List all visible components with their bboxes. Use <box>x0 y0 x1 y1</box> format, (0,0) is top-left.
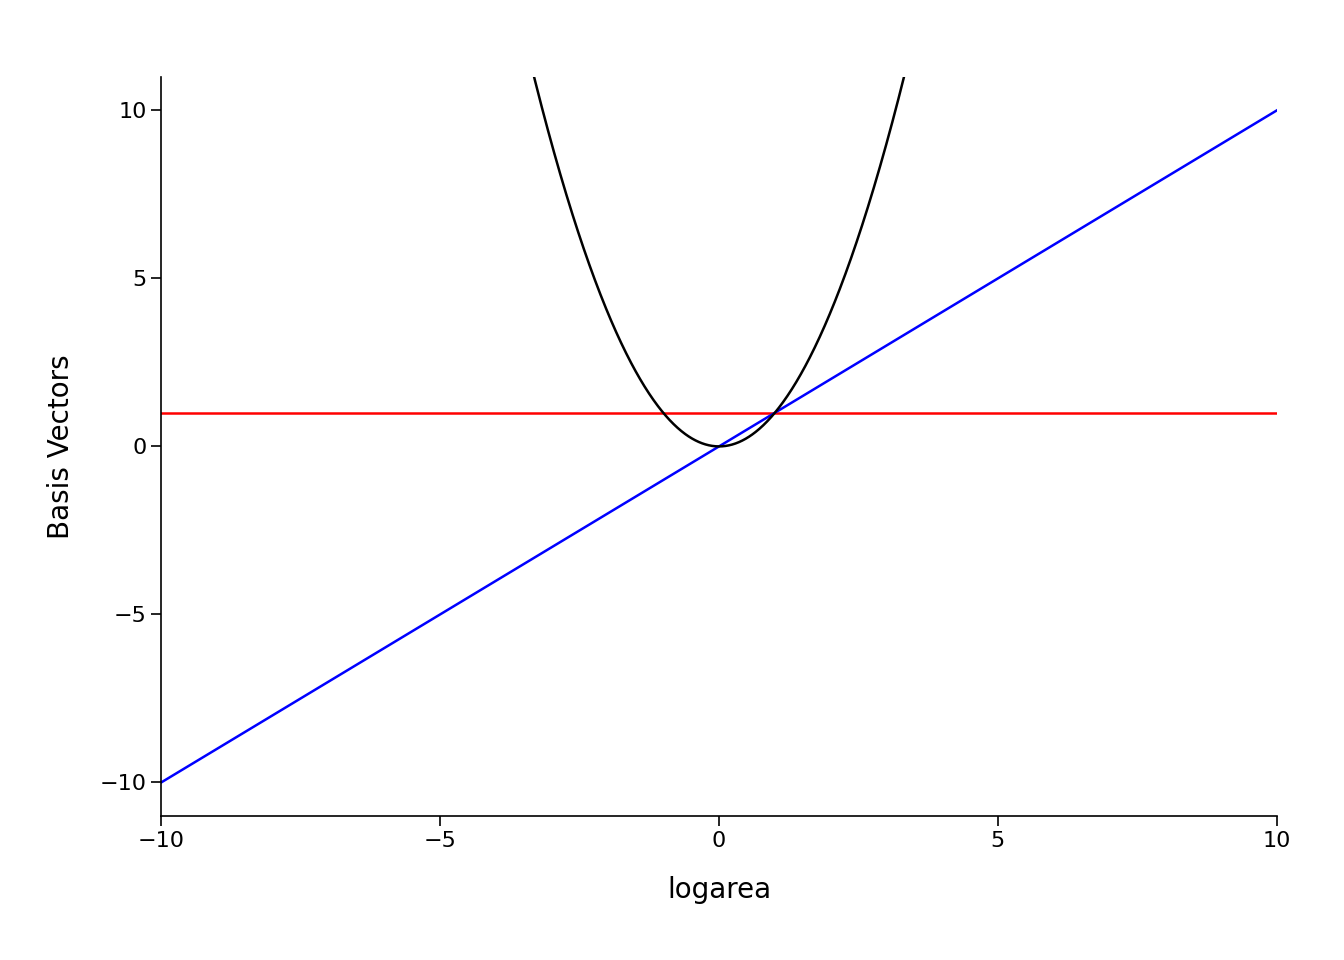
Y-axis label: Basis Vectors: Basis Vectors <box>47 354 75 539</box>
X-axis label: logarea: logarea <box>667 876 771 903</box>
